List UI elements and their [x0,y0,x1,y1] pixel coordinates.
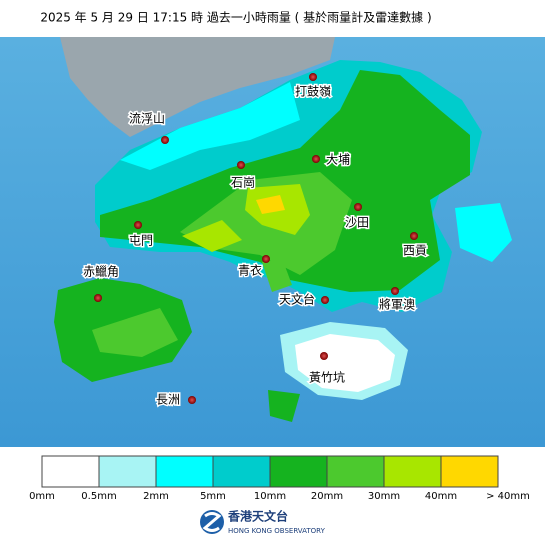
station-dot [321,296,329,304]
title: 2025 年 5 月 29 日 17:15 時 過去一小時雨量 ( 基於雨量計及… [40,10,431,25]
station-label: 將軍澳 [379,297,415,312]
legend-swatch [269,455,328,488]
station-label: 長洲 [156,393,180,407]
legend-label: 0.5mm [81,491,116,502]
station-dot [188,396,196,404]
station-dot [262,255,270,263]
station-dot [354,203,362,211]
station-label: 流浮山 [129,112,165,126]
map [0,37,545,447]
station-label: 西貢 [403,244,427,258]
legend-swatch [326,455,385,488]
legend-swatch [383,455,442,488]
station-label: 大埔 [326,153,350,167]
station-dot [134,221,142,229]
legend-swatch [41,455,100,488]
station-label: 黃竹坑 [309,370,345,385]
station-label: 屯門 [129,234,153,248]
station-dot [94,294,102,302]
station-dot [312,155,320,163]
legend-swatch [212,455,271,488]
station-label: 青衣 [238,263,262,278]
legend-label: 5mm [200,491,226,502]
legend-label: 10mm [254,491,286,502]
legend-label: 40mm [425,491,457,502]
station-dot [391,287,399,295]
station-label: 打鼓嶺 [295,85,331,99]
legend-label: 20mm [311,491,343,502]
logo-english: HONG KONG OBSERVATORY [228,527,326,535]
station-label: 石崗 [231,176,255,190]
station-dot [237,161,245,169]
station-label: 天文台 [279,292,315,307]
legend-label: 0mm [29,491,55,502]
legend-swatch [98,455,157,488]
station-dot [320,352,328,360]
station-label: 赤鱲角 [83,265,119,279]
station-dot [309,73,317,81]
station-label: 沙田 [345,216,369,230]
legend-label: 30mm [368,491,400,502]
station-dot [410,232,418,240]
legend-label: 2mm [143,491,169,502]
logo-name: 香港天文台 [227,509,288,524]
legend-label: > 40mm [486,491,530,502]
legend-swatch [440,455,499,488]
legend: 0mm 0.5mm 2mm 5mm 10mm 20mm 30mm 40mm > 40mm [29,455,530,502]
legend-swatch [155,455,214,488]
station-dot [161,136,169,144]
logo: 香港天文台 HONG KONG OBSERVATORY [200,509,326,535]
